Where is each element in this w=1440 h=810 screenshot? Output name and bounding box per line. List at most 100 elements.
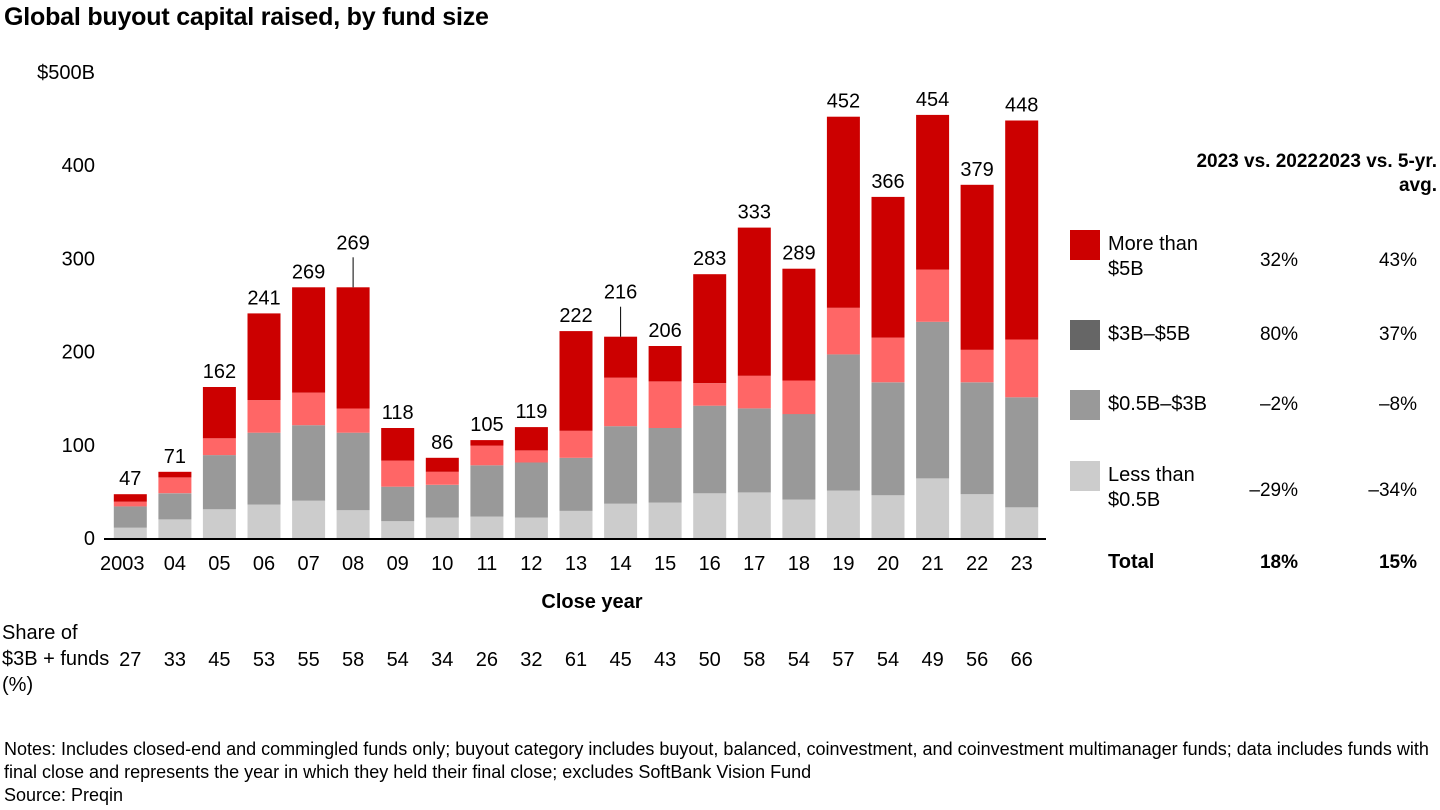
x-tick-label: 14 [609, 553, 631, 575]
share-value: 55 [297, 649, 319, 671]
bar-segment [158, 493, 192, 520]
share-value: 58 [342, 649, 364, 671]
bar-segment [514, 450, 548, 463]
share-value: 50 [699, 649, 721, 671]
x-tick-label: 13 [565, 553, 587, 575]
share-row-label: Share of $3B + funds (%) [2, 622, 110, 696]
bar-segment [247, 313, 281, 401]
bar-segment [470, 440, 504, 446]
bar-segment [336, 510, 370, 538]
bar-segment [826, 490, 860, 538]
x-tick-label: 16 [699, 553, 721, 575]
bar-segment [425, 457, 459, 472]
bar-segment [604, 336, 638, 378]
share-value: 53 [253, 649, 275, 671]
x-tick-label: 11 [477, 553, 498, 575]
bar-segment [470, 445, 504, 466]
share-value: 54 [387, 649, 409, 671]
bar-segment [648, 346, 682, 382]
share-value: 54 [877, 649, 899, 671]
bar-segment [381, 460, 415, 487]
bar-segment [916, 269, 950, 322]
bar-segment [425, 471, 459, 485]
share-value: 56 [966, 649, 988, 671]
x-tick-label: 12 [520, 553, 542, 575]
bar-segment [1005, 397, 1039, 508]
bar-segment [737, 227, 771, 376]
bar-segment [470, 465, 504, 517]
bar-segment [604, 503, 638, 538]
source-text: Source: Preqin [4, 785, 124, 805]
total-label: 119 [515, 401, 547, 423]
bar-segment [292, 500, 326, 538]
bar-segment [158, 519, 192, 538]
share-value: 61 [565, 649, 587, 671]
bar-segment [604, 426, 638, 504]
bar-segment [514, 517, 548, 538]
bar-segment [648, 428, 682, 503]
share-value: 27 [119, 649, 141, 671]
bar-segment [604, 377, 638, 427]
x-tick-label: 2003 [100, 553, 145, 575]
total-label: 162 [203, 361, 236, 383]
total-label: 454 [916, 89, 949, 111]
bar-segment [381, 486, 415, 522]
bar-segment [336, 432, 370, 511]
x-tick-label: 22 [966, 553, 988, 575]
bar-segment [826, 116, 860, 308]
bar-segment [871, 495, 905, 538]
share-value: 58 [743, 649, 765, 671]
bar-segment [782, 414, 816, 500]
share-value: 32 [520, 649, 542, 671]
x-tick-label: 05 [208, 553, 230, 575]
bar-segment [737, 375, 771, 409]
y-tick-label: 300 [62, 248, 95, 270]
bar-segment [292, 425, 326, 501]
x-tick-label: 04 [164, 553, 186, 575]
bar-segment [247, 504, 281, 538]
total-label: 47 [119, 468, 141, 490]
x-tick-label: 08 [342, 553, 364, 575]
share-value: 57 [832, 649, 854, 671]
bar-segment [336, 287, 370, 409]
share-value: 26 [476, 649, 498, 671]
total-label: 71 [164, 446, 186, 468]
total-label: 452 [827, 91, 860, 113]
x-tick-label: 21 [921, 553, 943, 575]
bar-segment [826, 354, 860, 491]
bar-segment [113, 527, 147, 538]
total-label: 86 [431, 432, 453, 454]
share-value: 45 [208, 649, 230, 671]
bar-segment [737, 492, 771, 538]
bar-segment [202, 455, 236, 510]
bar-segment [158, 471, 192, 478]
x-tick-label: 23 [1011, 553, 1033, 575]
bar-segment [916, 114, 950, 270]
total-label: 283 [693, 248, 726, 270]
total-label: 366 [871, 171, 904, 193]
bar-segment [693, 493, 727, 538]
share-value: 49 [921, 649, 943, 671]
bar-segment [202, 387, 236, 439]
total-label: 206 [648, 320, 681, 342]
bar-segment [826, 307, 860, 355]
bar-segment [425, 484, 459, 518]
total-label: 269 [292, 261, 325, 283]
bar-segment [559, 331, 593, 431]
total-label: 216 [604, 282, 637, 304]
bar-segment [960, 184, 994, 350]
share-value: 34 [431, 649, 453, 671]
bar-segment [737, 408, 771, 493]
y-tick-label: 200 [62, 342, 95, 364]
bar-segment [113, 501, 147, 507]
bar-segment [782, 268, 816, 381]
bar-segment [782, 499, 816, 538]
chart-title: Global buyout capital raised, by fund si… [4, 3, 489, 31]
total-label: 333 [738, 202, 771, 224]
total-label: 269 [336, 232, 369, 254]
bar-segment [514, 462, 548, 518]
bar-segment [960, 494, 994, 538]
share-value: 43 [654, 649, 676, 671]
bar-segment [247, 432, 281, 505]
x-tick-label: 20 [877, 553, 899, 575]
